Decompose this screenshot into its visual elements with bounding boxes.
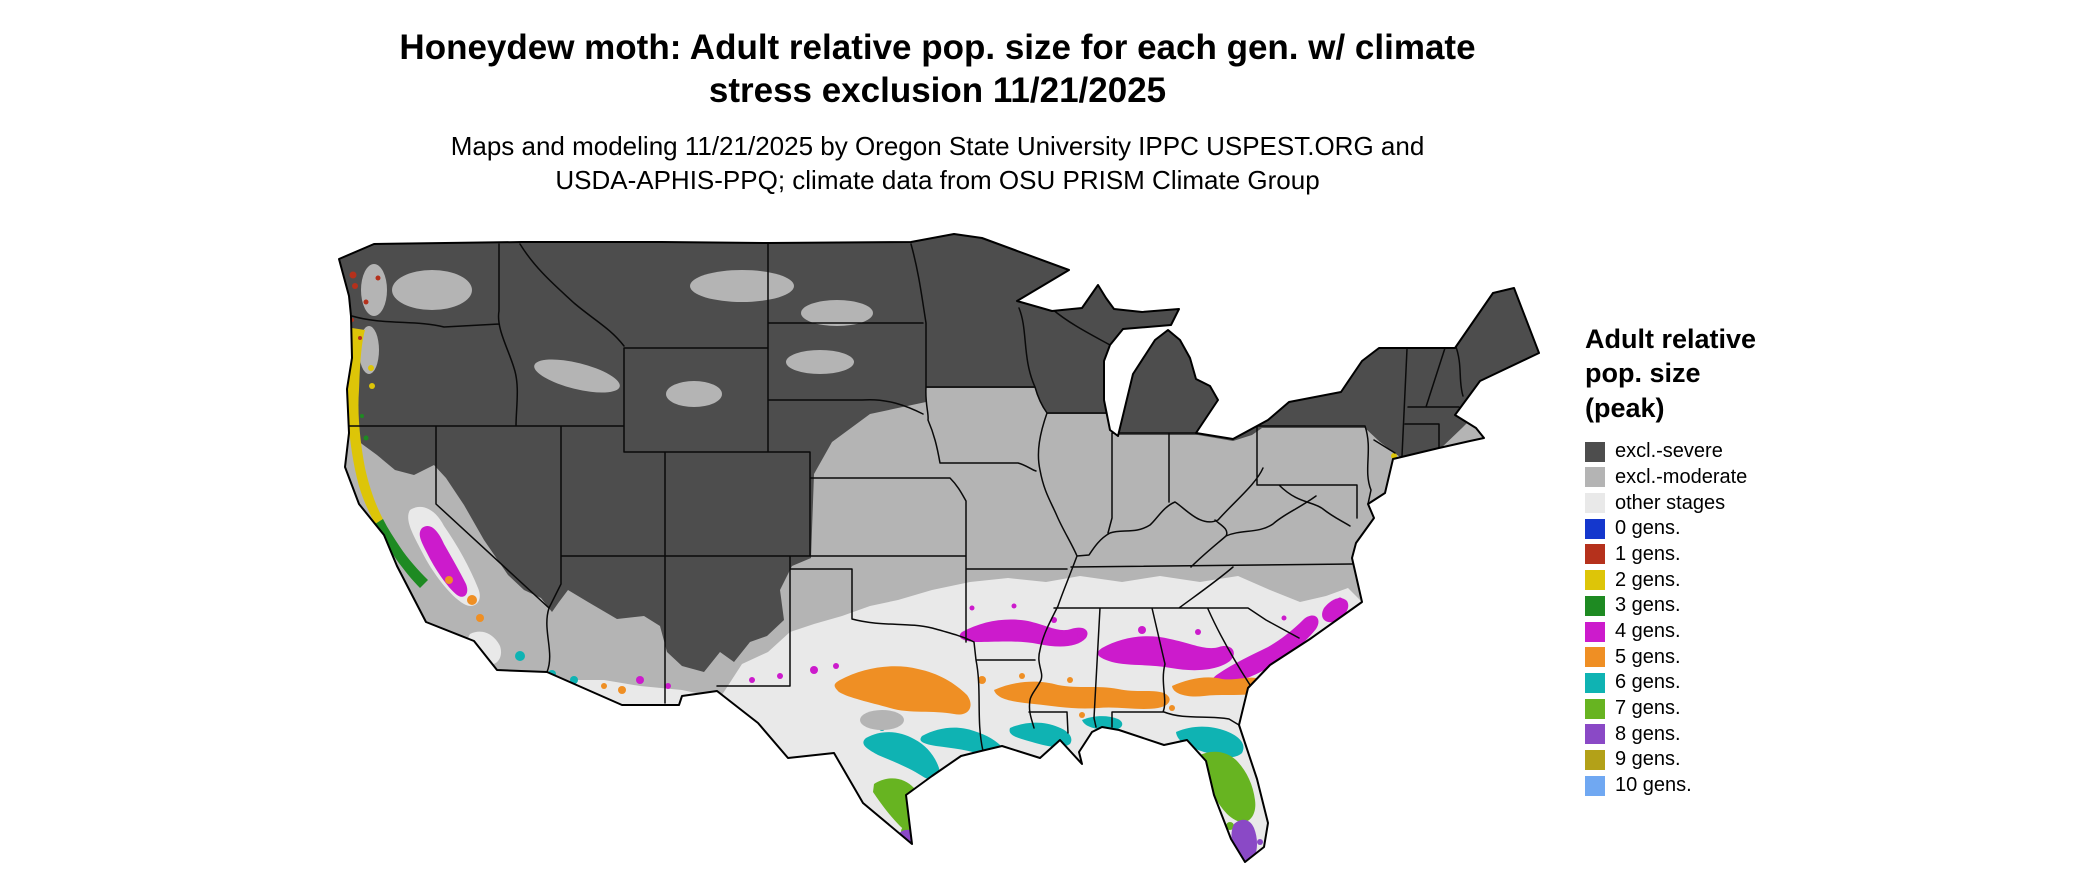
legend-item: excl.-moderate bbox=[1585, 465, 1825, 491]
map-title-line2: stress exclusion 11/21/2025 bbox=[708, 71, 1167, 111]
region-8-gens bbox=[895, 819, 1263, 862]
legend-label: 2 gens. bbox=[1615, 568, 1681, 591]
legend-item: 8 gens. bbox=[1585, 721, 1825, 747]
region-moderate-insert bbox=[860, 710, 904, 730]
legend-item: 7 gens. bbox=[1585, 696, 1825, 722]
map-subtitle: Maps and modeling 11/21/2025 by Oregon S… bbox=[320, 129, 1555, 198]
legend-item: 3 gens. bbox=[1585, 593, 1825, 619]
legend-label: 1 gens. bbox=[1615, 542, 1681, 565]
legend-swatch-6-gens bbox=[1585, 672, 1605, 693]
map-subtitle-line2: USDA-APHIS-PPQ; climate data from OSU PR… bbox=[555, 165, 1320, 196]
legend-item: other stages bbox=[1585, 490, 1825, 516]
legend-item: 9 gens. bbox=[1585, 747, 1825, 773]
region-3-gens bbox=[360, 414, 428, 588]
legend-item: 1 gens. bbox=[1585, 542, 1825, 568]
region-1-gens bbox=[347, 271, 381, 362]
map-title-line1: Honeydew moth: Adult relative pop. size … bbox=[399, 28, 1476, 67]
legend-item: 0 gens. bbox=[1585, 516, 1825, 542]
legend-item: excl.-severe bbox=[1585, 439, 1825, 465]
legend-label: 5 gens. bbox=[1615, 645, 1681, 668]
legend-swatch-4-gens bbox=[1585, 621, 1605, 642]
legend-title: Adult relative pop. size (peak) bbox=[1585, 324, 1757, 423]
legend-label: other stages bbox=[1615, 491, 1726, 514]
legend-label: 0 gens. bbox=[1615, 517, 1681, 540]
legend-item: 6 gens. bbox=[1585, 670, 1825, 696]
us-outline bbox=[338, 233, 1540, 863]
legend-swatch-3-gens bbox=[1585, 595, 1605, 616]
legend-swatch-10-gens bbox=[1585, 775, 1605, 796]
legend-items: excl.-severe excl.-moderate other stages… bbox=[1585, 439, 1825, 799]
legend-label: 8 gens. bbox=[1615, 722, 1681, 745]
us-map-svg bbox=[338, 233, 1540, 863]
legend-label: 7 gens. bbox=[1615, 697, 1681, 720]
map-title: Honeydew moth: Adult relative pop. size … bbox=[320, 26, 1555, 113]
region-5-gens bbox=[445, 576, 1265, 718]
state-borders bbox=[348, 243, 1464, 752]
map-subtitle-line1: Maps and modeling 11/21/2025 by Oregon S… bbox=[450, 130, 1425, 161]
legend-swatch-excl-severe bbox=[1585, 441, 1605, 462]
legend-swatch-other-stages bbox=[1585, 493, 1605, 514]
header: Honeydew moth: Adult relative pop. size … bbox=[320, 26, 1555, 197]
legend: Adult relative pop. size (peak) excl.-se… bbox=[1585, 322, 1825, 798]
legend-swatch-1-gens bbox=[1585, 544, 1605, 565]
legend-label: 4 gens. bbox=[1615, 620, 1681, 642]
legend-label: 6 gens. bbox=[1615, 671, 1681, 694]
legend-swatch-7-gens bbox=[1585, 698, 1605, 719]
legend-swatch-2-gens bbox=[1585, 570, 1605, 591]
us-map bbox=[322, 228, 1554, 884]
legend-item: 4 gens. bbox=[1585, 619, 1825, 645]
legend-swatch-excl-moderate bbox=[1585, 467, 1605, 488]
region-2-gens bbox=[347, 328, 1397, 524]
legend-swatch-5-gens bbox=[1585, 647, 1605, 668]
legend-item: 10 gens. bbox=[1585, 773, 1825, 799]
legend-label: 10 gens. bbox=[1615, 774, 1692, 797]
legend-swatch-0-gens bbox=[1585, 518, 1605, 539]
legend-label: excl.-moderate bbox=[1615, 465, 1748, 488]
legend-label: 9 gens. bbox=[1615, 748, 1681, 771]
legend-item: 5 gens. bbox=[1585, 644, 1825, 670]
legend-label: 3 gens. bbox=[1615, 594, 1681, 617]
legend-swatch-8-gens bbox=[1585, 724, 1605, 745]
legend-swatch-9-gens bbox=[1585, 749, 1605, 770]
legend-item: 2 gens. bbox=[1585, 567, 1825, 593]
legend-label: excl.-severe bbox=[1615, 440, 1723, 463]
